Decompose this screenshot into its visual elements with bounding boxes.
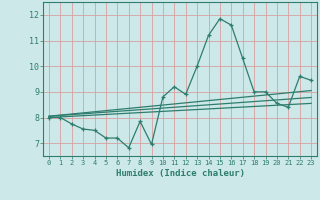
X-axis label: Humidex (Indice chaleur): Humidex (Indice chaleur) bbox=[116, 169, 244, 178]
